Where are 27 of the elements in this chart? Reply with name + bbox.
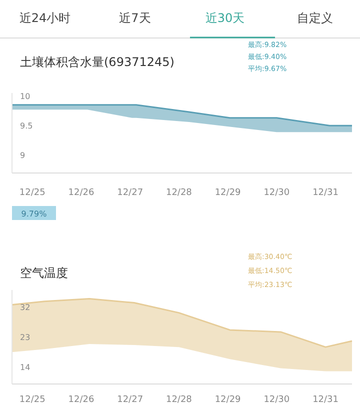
y-tick-label: 9.5 xyxy=(20,122,33,131)
text: 近7天 xyxy=(119,11,151,25)
x-tick-label: 12/26 xyxy=(68,395,94,405)
text: 近24小时 xyxy=(19,11,71,25)
x-tick-label: 12/25 xyxy=(19,188,46,198)
text: 自定义 xyxy=(297,11,333,25)
chart-title: 空气温度 xyxy=(20,266,68,280)
x-tick-label: 12/27 xyxy=(117,188,144,198)
x-tick-label: 12/28 xyxy=(166,395,192,405)
x-tick-label: 12/26 xyxy=(68,188,94,198)
y-tick-label: 14 xyxy=(20,363,30,372)
y-tick-label: 23 xyxy=(20,333,30,342)
x-tick-label: 12/29 xyxy=(214,395,242,405)
y-tick-label: 9 xyxy=(20,151,26,160)
y-tick-label: 32 xyxy=(20,302,30,312)
y-tick-label: 10 xyxy=(20,92,30,101)
x-tick-label: 12/27 xyxy=(117,395,144,405)
x-tick-label: 12/28 xyxy=(166,188,192,198)
x-tick-label: 12/30 xyxy=(264,188,290,198)
x-tick-label: 12/31 xyxy=(312,188,338,198)
text: 9.79% xyxy=(21,210,48,218)
text: 近30天 xyxy=(205,11,245,25)
x-tick-label: 12/29 xyxy=(214,188,242,198)
x-tick-label: 12/25 xyxy=(19,395,46,405)
x-tick-label: 12/31 xyxy=(312,395,338,405)
chart-title: 土壤体积含水量(69371245) xyxy=(20,55,174,69)
x-tick-label: 12/30 xyxy=(264,395,290,405)
